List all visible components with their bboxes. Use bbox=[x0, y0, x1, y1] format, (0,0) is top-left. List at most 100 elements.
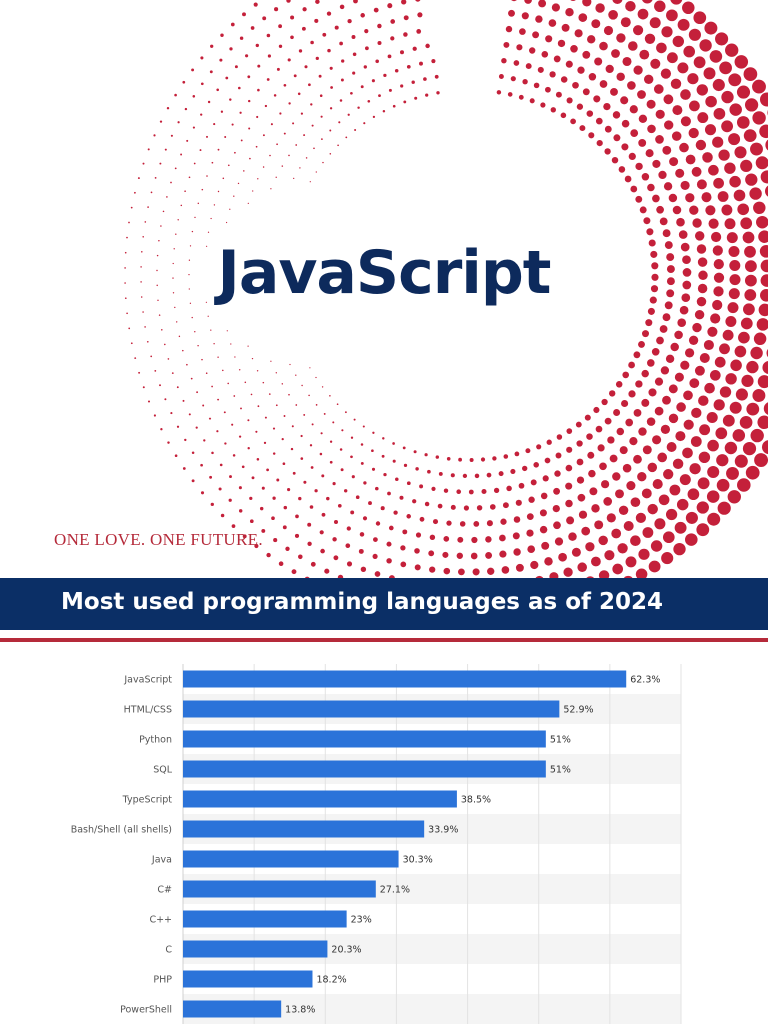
decor-dot bbox=[489, 504, 496, 510]
decor-dot bbox=[191, 68, 195, 72]
decor-dot bbox=[428, 550, 435, 557]
decor-dot bbox=[581, 526, 591, 536]
decor-dot bbox=[220, 110, 224, 113]
decor-dot bbox=[346, 561, 353, 567]
decor-dot bbox=[688, 28, 701, 41]
decor-dot bbox=[725, 373, 737, 385]
decor-dot bbox=[752, 389, 766, 402]
decor-dot bbox=[377, 40, 382, 46]
decor-dot bbox=[704, 382, 715, 394]
decor-dot bbox=[150, 355, 153, 358]
decor-dot bbox=[286, 0, 291, 3]
decor-dot bbox=[641, 369, 649, 378]
decor-dot bbox=[715, 32, 729, 46]
decor-dot bbox=[324, 568, 330, 574]
decor-dot bbox=[380, 506, 385, 511]
decor-dot bbox=[596, 140, 603, 147]
decor-dot bbox=[663, 94, 674, 105]
decor-dot bbox=[587, 451, 595, 459]
decor-dot bbox=[417, 12, 423, 18]
category-label: Java bbox=[151, 855, 172, 866]
decor-dot bbox=[611, 528, 622, 539]
decor-dot bbox=[660, 366, 670, 375]
decor-dot bbox=[248, 127, 251, 130]
decor-dot bbox=[576, 440, 583, 447]
decor-dot bbox=[612, 0, 623, 5]
decor-dot bbox=[680, 360, 690, 370]
decor-dot bbox=[220, 513, 225, 518]
decor-dot bbox=[205, 301, 208, 303]
decor-dot bbox=[247, 75, 251, 79]
decor-dot bbox=[242, 534, 247, 539]
decor-dot bbox=[693, 56, 706, 69]
decor-dot bbox=[457, 536, 464, 543]
decor-dot bbox=[689, 378, 700, 389]
decor-dot bbox=[400, 561, 407, 568]
decor-dot bbox=[406, 514, 411, 519]
decor-dot bbox=[638, 548, 650, 560]
decor-dot bbox=[736, 85, 751, 99]
decor-dot bbox=[641, 398, 650, 407]
hero-section: JavaScript ONE LOVE. ONE FUTURE. bbox=[54, 0, 768, 578]
decor-dot bbox=[533, 462, 539, 468]
decor-dot bbox=[628, 361, 635, 369]
decor-dot bbox=[678, 230, 688, 239]
decor-dot bbox=[261, 528, 266, 533]
decor-dot bbox=[647, 307, 655, 315]
decor-dot bbox=[756, 215, 768, 229]
decor-dot bbox=[698, 270, 708, 281]
decor-dot bbox=[676, 498, 689, 511]
decor-dot bbox=[456, 489, 462, 495]
decor-dot bbox=[745, 465, 760, 480]
decor-dot bbox=[419, 61, 423, 66]
decor-dot bbox=[229, 208, 231, 210]
decor-dot bbox=[234, 65, 238, 69]
decor-dot bbox=[677, 62, 689, 74]
decor-dot bbox=[742, 231, 755, 244]
decor-dot bbox=[283, 132, 286, 135]
decor-dot bbox=[332, 421, 335, 424]
decor-dot bbox=[601, 398, 608, 406]
decor-dot bbox=[266, 468, 269, 472]
decor-dot bbox=[222, 177, 225, 180]
decor-dot bbox=[227, 164, 230, 167]
decor-dot bbox=[685, 533, 698, 546]
decor-dot bbox=[226, 330, 228, 332]
decor-dot bbox=[549, 71, 556, 78]
decor-dot bbox=[657, 452, 668, 463]
decor-dot bbox=[130, 206, 133, 209]
decor-dot bbox=[128, 221, 130, 224]
bar bbox=[183, 970, 313, 988]
decor-dot bbox=[696, 244, 707, 254]
decor-dot bbox=[147, 148, 150, 151]
decor-dot bbox=[308, 394, 310, 397]
decor-dot bbox=[642, 527, 654, 538]
decor-dot bbox=[647, 503, 658, 515]
decor-dot bbox=[393, 510, 398, 515]
decor-dot bbox=[662, 531, 675, 544]
decor-dot bbox=[241, 465, 245, 469]
decor-dot bbox=[525, 448, 531, 454]
decor-dot bbox=[262, 16, 267, 21]
decor-dot bbox=[411, 80, 415, 84]
decor-dot bbox=[760, 289, 768, 302]
decor-dot bbox=[310, 40, 314, 45]
decor-dot bbox=[310, 561, 316, 567]
decor-dot bbox=[744, 98, 759, 112]
decor-dot bbox=[712, 136, 724, 148]
decor-dot bbox=[571, 547, 581, 557]
decor-dot bbox=[360, 461, 364, 465]
decor-dot bbox=[535, 15, 543, 23]
decor-dot bbox=[481, 488, 487, 495]
decor-dot bbox=[206, 175, 208, 177]
decor-dot bbox=[620, 17, 631, 28]
decor-dot bbox=[578, 510, 588, 519]
decor-dot bbox=[424, 453, 428, 457]
decor-dot bbox=[264, 416, 267, 419]
decor-dot bbox=[604, 550, 615, 561]
decor-dot bbox=[633, 351, 641, 359]
decor-dot bbox=[702, 152, 713, 163]
decor-dot bbox=[167, 358, 170, 360]
decor-dot bbox=[689, 205, 699, 215]
decor-dot bbox=[515, 499, 522, 506]
